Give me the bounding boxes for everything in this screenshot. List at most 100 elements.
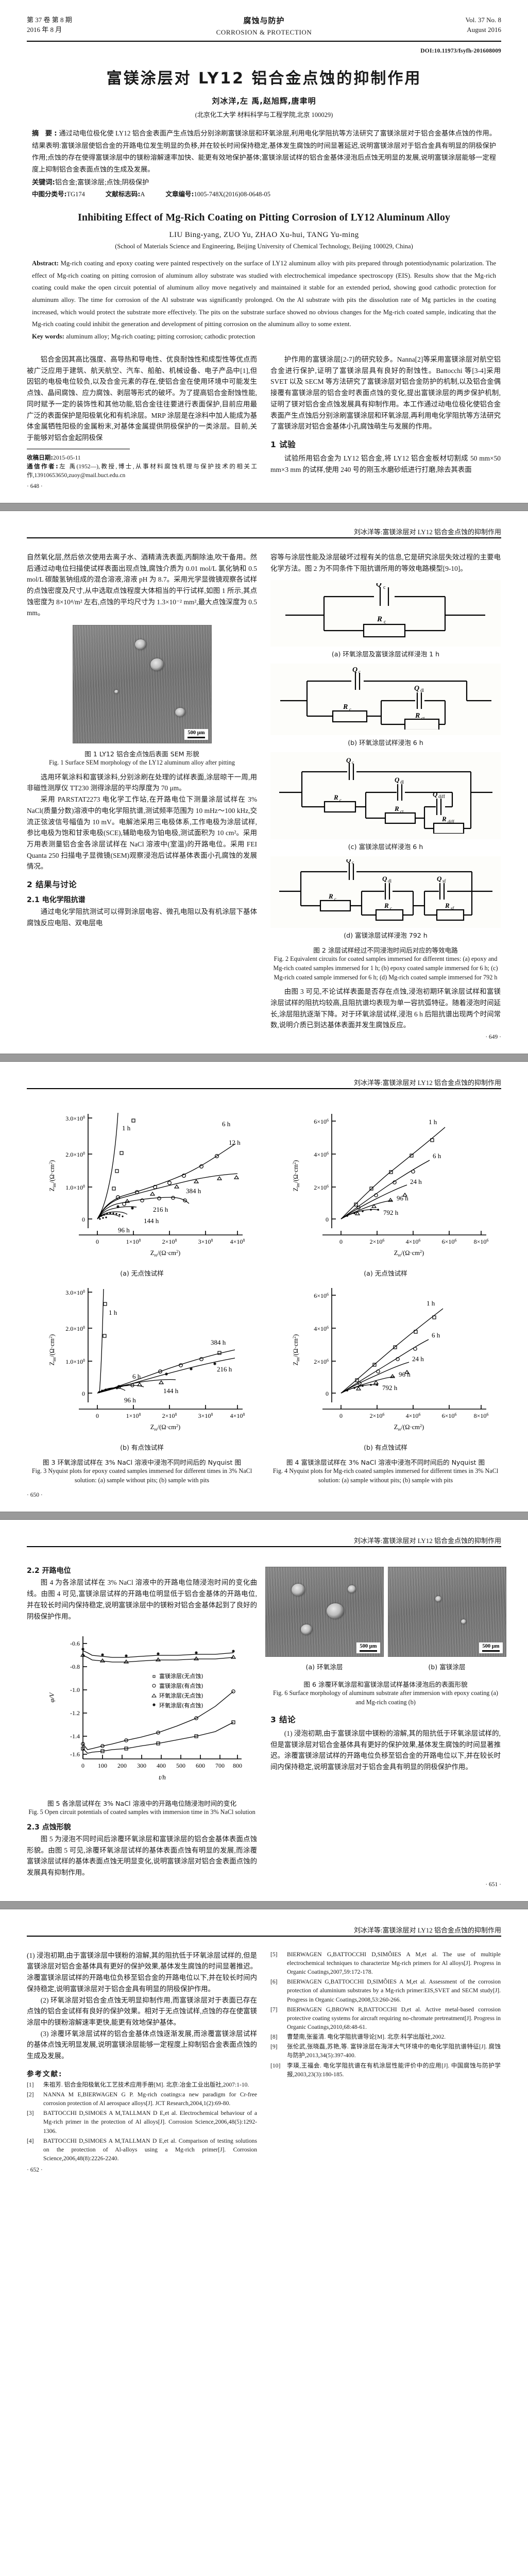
section-1-paragraph-4: 采用 PARSTAT2273 电化学工作站,在开路电位下测量涂层试样在 3% N… (27, 795, 257, 871)
figure-6-image-row: 500 μm (a) 环氧涂层 500 μm (265, 1567, 506, 1676)
class-label: 中图分类号: (32, 190, 67, 198)
section-1-paragraph-1: 试验所用铝合金为 LY12 铝合金,将 LY12 铝合金板材切割成 50 mm×… (270, 454, 501, 473)
ocp-plot-svg: -0.6 -0.8 -1.0 -1.2 -1.4 -1.6 0 100 200 … (48, 1636, 242, 1781)
svg-text:2×106: 2×106 (314, 1358, 329, 1365)
svg-text:24 h: 24 h (412, 1355, 424, 1363)
figure-5-caption-en: Fig. 5 Open circuit potentials of coated… (28, 1808, 256, 1816)
svg-text:Zim/(Ω·cm2): Zim/(Ω·cm2) (48, 1334, 57, 1366)
svg-text:diff: diff (438, 794, 445, 799)
circuit-b: Q c R c Q dl R ct (270, 664, 501, 736)
page-number-5: · 652 · (27, 2167, 43, 2174)
svg-text:c: c (352, 760, 354, 765)
svg-text:Q: Q (382, 875, 387, 883)
nyquist-plot-4b-svg: 6×106 4×106 2×106 0 0 2×106 4×106 6×106 … (292, 1288, 488, 1432)
page-1: 第 37 卷 第 8 期 2016 年 8 月 腐蚀与防护 CORROSION … (0, 0, 528, 490)
svg-text:-1.4: -1.4 (70, 1733, 80, 1740)
svg-text:dl: dl (420, 688, 424, 693)
svg-text:216 h: 216 h (153, 1206, 168, 1213)
figure-2-subcaption-c: (c) 富镁涂层试样浸泡 6 h (348, 843, 423, 851)
journal-name-en: CORROSION & PROTECTION (216, 28, 312, 36)
pit-mark (150, 658, 164, 671)
svg-text:R: R (415, 712, 420, 720)
svg-text:2×106: 2×106 (369, 1412, 384, 1419)
svg-text:c: c (352, 860, 354, 865)
running-head-text: 刘冰洋等:富镁涂层对 LY12 铝合金点蚀的抑制作用 (353, 1537, 501, 1545)
sem-image-fig6b: 500 μm (387, 1567, 506, 1657)
footnote-received: 收稿日期:2015-05-11 (27, 453, 257, 462)
section-2-1-paragraph-2: 容等与涂层性能及涂层破坏过程有关的信息,它是研究涂层失效过程的主要电化学方法。图… (270, 553, 501, 572)
svg-text:Q: Q (395, 776, 400, 784)
svg-text:Zre/(Ω·cm2): Zre/(Ω·cm2) (150, 1249, 180, 1258)
svg-text:96 h: 96 h (124, 1396, 136, 1404)
svg-text:环氧涂层(有点蚀): 环氧涂层(有点蚀) (159, 1702, 203, 1709)
section-3-paragraph-3: (3) 涂覆环氧涂层试样的铝合金基体点蚀逐渐发展,而涂覆富镁涂层试样的基体点蚀无… (27, 2029, 257, 2060)
svg-text:24 h: 24 h (410, 1178, 422, 1185)
page-separator-1 (0, 502, 528, 511)
reference-text: BATTOCCHI D,SIMOES A M,TALLMAN D E,et al… (43, 2110, 257, 2134)
svg-text:富镁涂层(无点蚀): 富镁涂层(无点蚀) (159, 1672, 203, 1680)
keywords-en-label: Key words: (32, 333, 64, 340)
reference-number: [5] (270, 1951, 278, 1958)
figure-4-caption-en: Fig. 4 Nyquist plots for Mg-rich coated … (272, 1467, 499, 1484)
svg-text:4×108: 4×108 (230, 1238, 245, 1245)
svg-text:144 h: 144 h (163, 1387, 179, 1395)
running-head-2: 刘冰洋等:富镁涂层对 LY12 铝合金点蚀的抑制作用 (27, 511, 501, 536)
page-3: 刘冰洋等:富镁涂层对 LY12 铝合金点蚀的抑制作用 (0, 1062, 528, 1499)
pit-mark (348, 1585, 356, 1594)
reference-item: [10] 李瑛,王福会. 电化学阻抗谱在有机涂层性能评价中的应用[J]. 中国腐… (270, 2061, 501, 2079)
column-left: 2.2 开路电位 图 4 为各涂层试样在 3% NaCl 溶液中的开路电位随浸泡… (27, 1561, 257, 1878)
figure-1-caption-en: Fig. 1 Surface SEM morphology of the LY1… (49, 759, 235, 767)
running-head-rule-3 (27, 1088, 501, 1090)
section-heading-1: 1 试验 (270, 439, 296, 449)
svg-text:Q: Q (376, 583, 382, 588)
received-label: 收稿日期: (27, 453, 54, 461)
figure-2: Q c R c (a) 环氧涂层及富镁涂层试样浸泡 1 h (270, 580, 501, 982)
svg-text:1×108: 1×108 (126, 1238, 141, 1245)
svg-text:Q: Q (346, 756, 351, 764)
svg-text:c: c (349, 707, 351, 712)
svg-text:R: R (441, 815, 447, 823)
scale-bar-fig6a: 500 μm (356, 1642, 380, 1654)
column-left: (1) 浸泡初期,由于富镁涂层中镁粉的溶解,其的阻抗低于环氧涂层试样的,但是富镁… (27, 1950, 257, 2164)
svg-text:R: R (377, 615, 382, 623)
page-2: 刘冰洋等:富镁涂层对 LY12 铝合金点蚀的抑制作用 自然氧化层,然后依次使用去… (0, 511, 528, 1041)
nyquist-plot-4a-svg: 6×106 4×106 2×106 0 0 2×106 4×106 6×106 … (292, 1114, 488, 1258)
running-head-text: 刘冰洋等:富镁涂层对 LY12 铝合金点蚀的抑制作用 (353, 528, 501, 536)
section-3-paragraph-2: (2) 环氧涂层对铝合金点蚀无明显抑制作用,而富镁涂层对于表面已存在点蚀的铝合金… (27, 1996, 257, 2026)
authors-en: LIU Bing-yang, ZUO Yu, ZHAO Xu-hui, TANG… (169, 230, 359, 239)
nyquist-plot-3b-svg: 3.0×108 2.0×108 1.0×108 0 0 1×108 2×108 … (48, 1288, 245, 1432)
svg-text:c: c (383, 585, 386, 590)
svg-text:6 h: 6 h (432, 1331, 440, 1339)
svg-text:-0.8: -0.8 (70, 1663, 80, 1670)
circuit-d: Q c R c Q dl R c Q sf R sf (270, 856, 501, 928)
svg-text:-1.2: -1.2 (70, 1709, 80, 1717)
reference-item: [4] BATTOCCHI D,SIMOES A M,TALLMAN D E,e… (27, 2137, 257, 2163)
figure-6-subcaption-a: (a) 环氧涂层 (305, 1663, 343, 1671)
figure-6-panel-a: 500 μm (a) 环氧涂层 (265, 1567, 384, 1676)
section-2-2-paragraph-1: 图 4 为各涂层试样在 3% NaCl 溶液中的开路电位随浸泡时间的变化曲线。由… (27, 1579, 257, 1620)
doi: DOI:10.11973/fsyfh-201608009 (420, 47, 501, 54)
svg-text:6×106: 6×106 (441, 1412, 456, 1419)
svg-text:6 h: 6 h (132, 1372, 141, 1380)
nyquist-plot-3b: 3.0×108 2.0×108 1.0×108 0 0 1×108 2×108 … (31, 1283, 253, 1440)
svg-text:sf: sf (451, 906, 454, 911)
svg-text:c: c (359, 669, 361, 674)
reference-item: [5] BIERWAGEN G,BATTOCCHI D,SIMÕIES A M,… (270, 1950, 501, 1976)
svg-text:3.0×108: 3.0×108 (65, 1115, 85, 1122)
sem-image-fig1: 500 μm (72, 625, 212, 744)
svg-text:Q: Q (352, 667, 357, 674)
svg-text:96 h: 96 h (399, 1370, 411, 1378)
svg-text:ct: ct (421, 716, 425, 721)
svg-text:R: R (333, 793, 338, 801)
svg-text:3×108: 3×108 (198, 1238, 213, 1245)
svg-text:4×106: 4×106 (405, 1412, 420, 1419)
svg-text:1 h: 1 h (427, 1299, 435, 1307)
abstract-en-label: Abstract: (32, 259, 59, 267)
masthead-volume-cn: 第 37 卷 第 8 期 (27, 16, 72, 24)
figure-3-caption-en: Fig. 3 Nyquist plots for epoxy coated sa… (31, 1467, 252, 1484)
svg-text:Zre/(Ω·cm2): Zre/(Ω·cm2) (394, 1249, 423, 1258)
reference-number: [1] (27, 2081, 34, 2088)
intro-paragraph-2: 护作用的富镁涂层[2-7]的研究较多。Nanna[2]等采用富镁涂层对航空铝合金… (270, 355, 501, 431)
column-left: 3.0×108 2.0×108 1.0×108 0 0 1×108 2×108 … (27, 1103, 257, 1489)
page-separator-2 (0, 1054, 528, 1062)
